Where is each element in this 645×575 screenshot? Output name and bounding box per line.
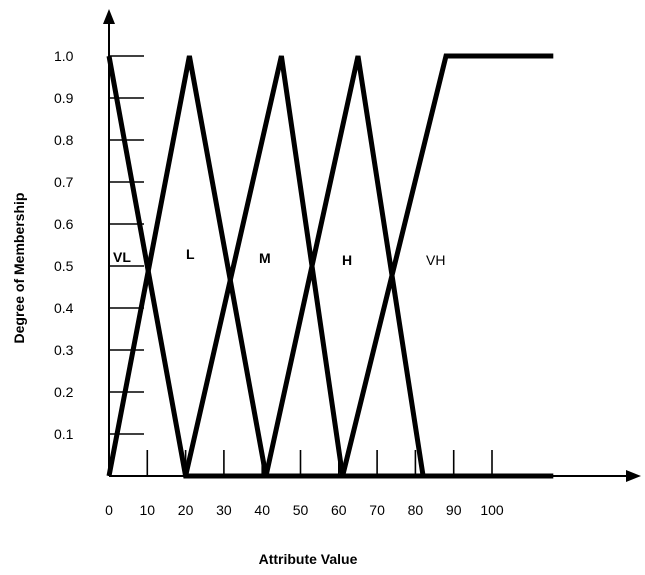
x-axis-title: Attribute Value [259, 551, 358, 567]
y-tick-label: 0.4 [54, 300, 74, 316]
term-label-h: H [342, 252, 352, 268]
y-tick-label: 0.8 [54, 132, 74, 148]
membership-line-h [263, 55, 426, 477]
x-tick-label: 80 [408, 502, 424, 518]
membership-line-m [183, 55, 346, 477]
x-tick-label: 20 [178, 502, 194, 518]
x-tick-label: 90 [446, 502, 462, 518]
y-tick-label: 0.3 [54, 342, 74, 358]
x-tick-label: 60 [331, 502, 347, 518]
term-label-vh: VH [426, 252, 445, 268]
term-label-l: L [186, 246, 195, 262]
labels: 0.1 0.2 0.3 0.4 0.5 0.6 0.7 0.8 0.9 1.0 0 10 20 30 40 5… [54, 48, 504, 518]
term-label-vl: VL [113, 249, 131, 265]
x-tick-label: 0 [105, 502, 113, 518]
y-tick-label: 0.5 [54, 258, 74, 274]
term-label-m: M [259, 250, 271, 266]
y-tick-label: 0.2 [54, 384, 74, 400]
membership-functions [106, 53, 554, 479]
membership-line-vh [340, 53, 554, 477]
x-tick-label: 40 [254, 502, 270, 518]
x-tick-label: 10 [140, 502, 156, 518]
y-tick-label: 0.6 [54, 216, 74, 232]
y-tick-label: 0.7 [54, 174, 74, 190]
x-tick-label: 100 [480, 502, 504, 518]
x-tick-label: 50 [293, 502, 309, 518]
y-tick-label: 0.9 [54, 90, 74, 106]
x-tick-label: 30 [216, 502, 232, 518]
y-tick-label: 1.0 [54, 48, 74, 64]
y-axis-title: Degree of Membership [11, 193, 27, 344]
membership-line-l [106, 55, 269, 477]
y-tick-label: 0.1 [54, 426, 74, 442]
x-axis-arrow [626, 470, 641, 482]
y-axis-arrow [103, 9, 115, 24]
x-tick-label: 70 [369, 502, 385, 518]
